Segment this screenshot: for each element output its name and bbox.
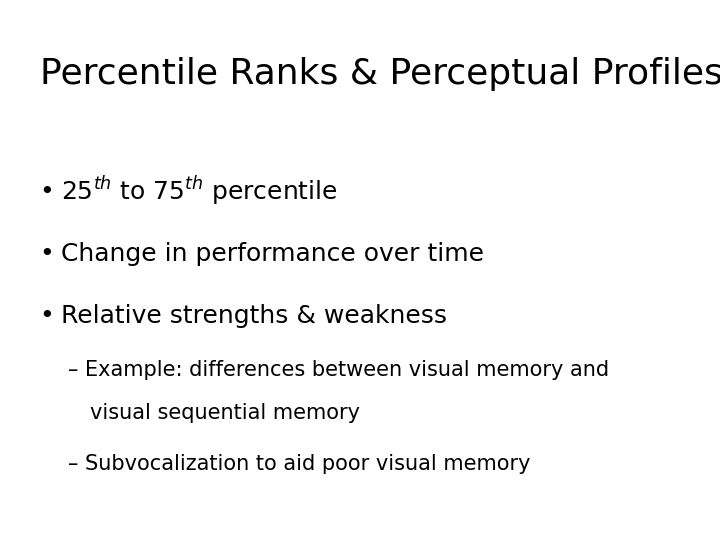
Text: visual sequential memory: visual sequential memory xyxy=(90,403,360,423)
Text: Percentile Ranks & Perceptual Profiles: Percentile Ranks & Perceptual Profiles xyxy=(40,57,720,91)
Text: – Example: differences between visual memory and: – Example: differences between visual me… xyxy=(68,360,610,380)
Text: Relative strengths & weakness: Relative strengths & weakness xyxy=(61,304,447,328)
Text: •: • xyxy=(40,242,54,266)
Text: Change in performance over time: Change in performance over time xyxy=(61,242,484,266)
Text: – Subvocalization to aid poor visual memory: – Subvocalization to aid poor visual mem… xyxy=(68,454,531,475)
Text: 25$^{th}$ to 75$^{th}$ percentile: 25$^{th}$ to 75$^{th}$ percentile xyxy=(61,175,338,208)
Text: •: • xyxy=(40,180,54,204)
Text: •: • xyxy=(40,304,54,328)
